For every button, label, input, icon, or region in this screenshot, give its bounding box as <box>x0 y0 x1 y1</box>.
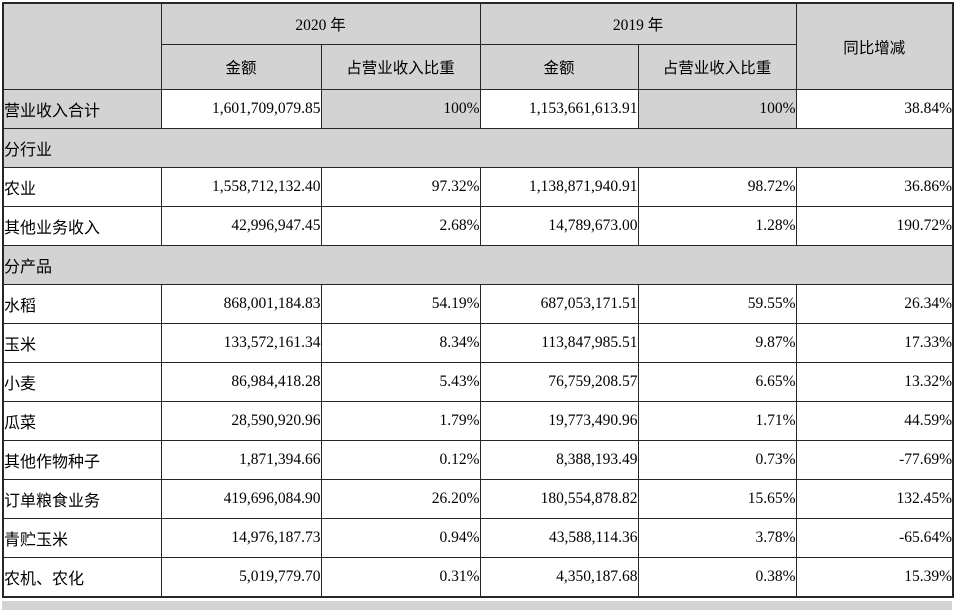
ratio-2019: 9.87% <box>637 323 797 363</box>
ratio-2020: 97.32% <box>320 167 481 207</box>
ratio-2019: 0.73% <box>637 440 797 480</box>
ratio-2019: 3.78% <box>637 518 797 558</box>
ratio-2019: 6.65% <box>637 362 797 402</box>
row-label: 水稻 <box>2 284 162 324</box>
subheader-ratio-2020: 占营业收入比重 <box>320 44 481 90</box>
section-row-by-industry: 分行业 <box>2 128 954 168</box>
amount-2020: 42,996,947.45 <box>160 206 322 246</box>
yoy-change: 26.34% <box>795 284 954 324</box>
ratio-2019: 1.28% <box>637 206 797 246</box>
section-label: 分行业 <box>2 128 954 168</box>
amount-2020: 28,590,920.96 <box>160 401 322 441</box>
subheader-ratio-2019: 占营业收入比重 <box>637 44 797 90</box>
table-row-rice: 水稻 868,001,184.83 54.19% 687,053,171.51 … <box>2 284 954 324</box>
table-row-agriculture: 农业 1,558,712,132.40 97.32% 1,138,871,940… <box>2 167 954 207</box>
ratio-2020: 26.20% <box>320 479 481 519</box>
yoy-change: 15.39% <box>795 557 954 597</box>
amount-2020: 133,572,161.34 <box>160 323 322 363</box>
header-row-years: 2020 年 2019 年 同比增减 <box>2 2 954 90</box>
amount-2020: 1,601,709,079.85 <box>160 89 322 129</box>
table-row-order-grain-business: 订单粮食业务 419,696,084.90 26.20% 180,554,878… <box>2 479 954 519</box>
yoy-change: 17.33% <box>795 323 954 363</box>
yoy-change: 36.86% <box>795 167 954 207</box>
row-label: 青贮玉米 <box>2 518 162 558</box>
table-row-agri-machinery-chemicals: 农机、农化 5,019,779.70 0.31% 4,350,187.68 0.… <box>2 557 954 597</box>
amount-2019: 1,138,871,940.91 <box>479 167 639 207</box>
yoy-change: 132.45% <box>795 479 954 519</box>
header-row-subcolumns: 金额 占营业收入比重 金额 占营业收入比重 <box>3 44 953 90</box>
table-row-wheat: 小麦 86,984,418.28 5.43% 76,759,208.57 6.6… <box>2 362 954 402</box>
row-label: 其他业务收入 <box>2 206 162 246</box>
amount-2020: 1,558,712,132.40 <box>160 167 322 207</box>
table-row-silage-corn: 青贮玉米 14,976,187.73 0.94% 43,588,114.36 3… <box>2 518 954 558</box>
ratio-2019: 1.71% <box>637 401 797 441</box>
ratio-2019: 59.55% <box>637 284 797 324</box>
yoy-change: 38.84% <box>795 89 954 129</box>
ratio-2020: 0.12% <box>320 440 481 480</box>
amount-2019: 113,847,985.51 <box>479 323 639 363</box>
amount-2020: 1,871,394.66 <box>160 440 322 480</box>
next-row-partial-strip <box>2 601 952 610</box>
column-header-2020: 2020 年 <box>160 2 481 45</box>
yoy-change: -65.64% <box>795 518 954 558</box>
ratio-2020: 0.31% <box>320 557 481 597</box>
amount-2019: 8,388,193.49 <box>479 440 639 480</box>
ratio-2019: 15.65% <box>637 479 797 519</box>
row-label: 小麦 <box>2 362 162 402</box>
yoy-change: -77.69% <box>795 440 954 480</box>
ratio-2020: 1.79% <box>320 401 481 441</box>
column-header-yoy: 同比增减 <box>795 2 954 90</box>
table-row-other-business-income: 其他业务收入 42,996,947.45 2.68% 14,789,673.00… <box>2 206 954 246</box>
amount-2019: 687,053,171.51 <box>479 284 639 324</box>
amount-2019: 14,789,673.00 <box>479 206 639 246</box>
amount-2019: 43,588,114.36 <box>479 518 639 558</box>
table-row-melons-vegetables: 瓜菜 28,590,920.96 1.79% 19,773,490.96 1.7… <box>2 401 954 441</box>
row-label: 其他作物种子 <box>2 440 162 480</box>
yoy-change: 190.72% <box>795 206 954 246</box>
ratio-2019: 0.38% <box>637 557 797 597</box>
ratio-2019: 100% <box>637 89 797 129</box>
amount-2019: 19,773,490.96 <box>479 401 639 441</box>
ratio-2019: 98.72% <box>637 167 797 207</box>
subheader-amount-2020: 金额 <box>160 44 322 90</box>
amount-2020: 868,001,184.83 <box>160 284 322 324</box>
row-label: 农业 <box>2 167 162 207</box>
amount-2019: 180,554,878.82 <box>479 479 639 519</box>
table-row-total-revenue: 营业收入合计 1,601,709,079.85 100% 1,153,661,6… <box>2 89 954 129</box>
row-label: 订单粮食业务 <box>2 479 162 519</box>
row-label: 玉米 <box>2 323 162 363</box>
yoy-change: 44.59% <box>795 401 954 441</box>
revenue-breakdown-table: 2020 年 2019 年 同比增减 金额 占营业收入比重 金额 占营业收入比重… <box>2 2 955 598</box>
table-row-corn: 玉米 133,572,161.34 8.34% 113,847,985.51 9… <box>2 323 954 363</box>
amount-2019: 4,350,187.68 <box>479 557 639 597</box>
ratio-2020: 0.94% <box>320 518 481 558</box>
ratio-2020: 100% <box>320 89 481 129</box>
ratio-2020: 8.34% <box>320 323 481 363</box>
yoy-change: 13.32% <box>795 362 954 402</box>
amount-2020: 86,984,418.28 <box>160 362 322 402</box>
ratio-2020: 54.19% <box>320 284 481 324</box>
row-label: 农机、农化 <box>2 557 162 597</box>
corner-empty-cell <box>2 2 162 90</box>
table-row-other-crop-seeds: 其他作物种子 1,871,394.66 0.12% 8,388,193.49 0… <box>2 440 954 480</box>
section-label: 分产品 <box>2 245 954 285</box>
column-header-2019: 2019 年 <box>479 2 797 45</box>
amount-2019: 76,759,208.57 <box>479 362 639 402</box>
row-label: 营业收入合计 <box>2 89 162 129</box>
section-row-by-product: 分产品 <box>2 245 954 285</box>
row-label: 瓜菜 <box>2 401 162 441</box>
amount-2020: 5,019,779.70 <box>160 557 322 597</box>
amount-2020: 419,696,084.90 <box>160 479 322 519</box>
amount-2019: 1,153,661,613.91 <box>479 89 639 129</box>
amount-2020: 14,976,187.73 <box>160 518 322 558</box>
ratio-2020: 5.43% <box>320 362 481 402</box>
ratio-2020: 2.68% <box>320 206 481 246</box>
subheader-amount-2019: 金额 <box>479 44 639 90</box>
